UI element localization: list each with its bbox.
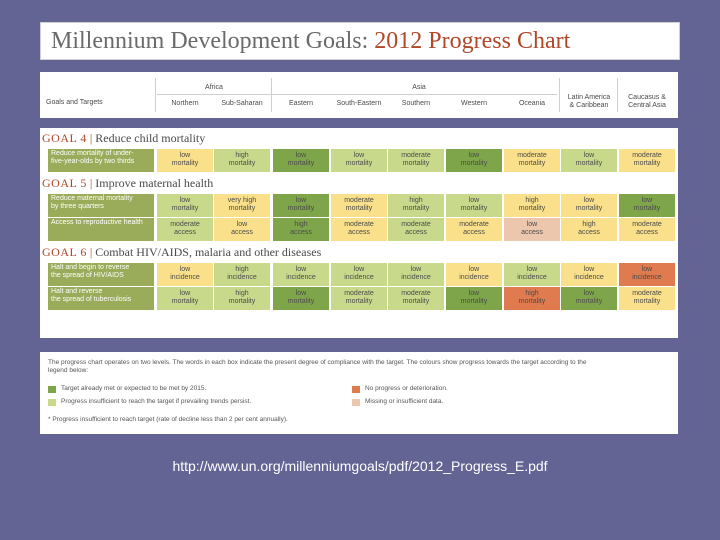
progress-cell: low incidence: [446, 263, 502, 286]
column-header-1: Sub-Saharan: [221, 100, 263, 107]
header-divider: [155, 78, 156, 112]
progress-cell: high mortality: [214, 149, 270, 172]
progress-cell: moderate access: [388, 218, 444, 241]
title-main: Millennium Development Goals:: [51, 28, 369, 54]
header-divider: [617, 78, 618, 112]
goal-divider: |: [86, 176, 96, 190]
legend-item-text: No progress or deterioration.: [365, 385, 448, 392]
goal-title: Combat HIV/AIDS, malaria and other disea…: [95, 245, 322, 259]
progress-cell: low incidence: [561, 263, 617, 286]
goal-title: Improve maternal health: [95, 176, 214, 190]
progress-cell: high mortality: [388, 194, 444, 217]
goal-number: GOAL 6: [42, 245, 87, 259]
column-header-8: Caucasus & Central Asia: [628, 94, 666, 109]
progress-cell: moderate access: [619, 218, 675, 241]
target-label: Halt and reverse the spread of tuberculo…: [48, 287, 154, 310]
column-header-panel: Goals and Targets Africa Asia Northern Sub-S…: [40, 72, 678, 118]
progress-cell: moderate access: [157, 218, 213, 241]
header-divider: [559, 78, 560, 112]
column-header-0: Northern: [171, 100, 199, 107]
progress-cell: moderate mortality: [388, 149, 444, 172]
progress-cell: moderate mortality: [619, 287, 675, 310]
legend-item-text: Target already met or expected to be met…: [61, 385, 207, 392]
goal-heading-1: GOAL 4 | Reduce child mortality: [42, 131, 205, 148]
target-label: Access to reproductive health: [48, 218, 154, 241]
progress-cell: low mortality: [561, 149, 617, 172]
region-asia: Asia: [412, 84, 426, 91]
progress-cell: high mortality: [504, 194, 560, 217]
progress-cell: low incidence: [388, 263, 444, 286]
progress-cell: low mortality: [331, 149, 387, 172]
legend-swatch-none: [352, 386, 360, 393]
progress-cell: low mortality: [273, 287, 329, 310]
progress-cell: low incidence: [504, 263, 560, 286]
progress-cell: moderate mortality: [388, 287, 444, 310]
progress-cell: very high mortality: [214, 194, 270, 217]
progress-cell: low mortality: [446, 149, 502, 172]
goal-divider: |: [86, 245, 96, 259]
column-header-5: Western: [461, 100, 487, 107]
progress-cell: high mortality: [504, 287, 560, 310]
progress-cell: high incidence: [214, 263, 270, 286]
progress-cell: low mortality: [446, 287, 502, 310]
progress-cell: moderate access: [446, 218, 502, 241]
progress-cell: low mortality: [157, 194, 213, 217]
goal-heading-2: GOAL 5 | Improve maternal health: [42, 176, 213, 193]
progress-cell: low incidence: [331, 263, 387, 286]
progress-cell: moderate mortality: [331, 287, 387, 310]
legend-intro: The progress chart operates on two level…: [48, 359, 587, 374]
target-label: Reduce maternal mortality by three quart…: [48, 194, 154, 217]
legend-footnote: * Progress insufficient to reach target …: [48, 416, 288, 423]
target-label: Halt and begin to reverse the spread of …: [48, 263, 154, 286]
column-header-4: Southern: [401, 100, 431, 107]
page-title: Millennium Development Goals: 2012 Progr…: [51, 28, 570, 55]
goal-heading-3: GOAL 6 | Combat HIV/AIDS, malaria and ot…: [42, 245, 321, 262]
progress-cell: low mortality: [273, 149, 329, 172]
progress-cell: high access: [273, 218, 329, 241]
progress-cell: moderate mortality: [504, 149, 560, 172]
header-group-rule: [157, 94, 557, 95]
column-header-3: South-Eastern: [336, 100, 382, 107]
progress-cell: low incidence: [273, 263, 329, 286]
progress-cell: moderate access: [331, 218, 387, 241]
legend-swatch-low: [48, 399, 56, 406]
legend-item-text: Missing or insufficient data.: [365, 398, 444, 405]
column-header-7: Latin America & Caribbean: [567, 94, 611, 109]
legend-item-text: Progress insufficient to reach the targe…: [61, 398, 252, 405]
goal-divider: |: [86, 131, 96, 145]
progress-cell: low incidence: [157, 263, 213, 286]
goals-targets-heading: Goals and Targets: [46, 99, 103, 106]
progress-cell: high access: [561, 218, 617, 241]
goal-number: GOAL 4: [42, 131, 87, 145]
legend-panel: The progress chart operates on two level…: [40, 352, 678, 434]
header-divider: [271, 78, 272, 112]
progress-cell: low mortality: [273, 194, 329, 217]
title-banner: Millennium Development Goals: 2012 Progr…: [40, 22, 680, 60]
progress-cell: low mortality: [619, 194, 675, 217]
progress-cell: low mortality: [157, 149, 213, 172]
progress-cell: low mortality: [446, 194, 502, 217]
progress-cell: low incidence: [619, 263, 675, 286]
title-accent: 2012 Progress Chart: [374, 28, 571, 54]
legend-swatch-missing: [352, 399, 360, 406]
target-label: Reduce mortality of under- five-year-old…: [48, 149, 154, 172]
goals-table-panel: GOAL 4 | Reduce child mortality Reduce mo…: [40, 128, 678, 338]
legend-swatch-met: [48, 386, 56, 393]
progress-cell: moderate mortality: [331, 194, 387, 217]
progress-cell: low mortality: [561, 287, 617, 310]
goal-number: GOAL 5: [42, 176, 87, 190]
region-africa: Africa: [205, 84, 223, 91]
progress-cell: low mortality: [561, 194, 617, 217]
goal-title: Reduce child mortality: [95, 131, 206, 145]
progress-cell: low access: [214, 218, 270, 241]
progress-cell: low mortality: [157, 287, 213, 310]
column-header-6: Oceania: [518, 100, 546, 107]
source-url[interactable]: http://www.un.org/millenniumgoals/pdf/20…: [172, 458, 548, 474]
progress-cell: moderate mortality: [619, 149, 675, 172]
progress-cell: high mortality: [214, 287, 270, 310]
progress-cell: low access: [504, 218, 560, 241]
column-header-2: Eastern: [288, 100, 314, 107]
